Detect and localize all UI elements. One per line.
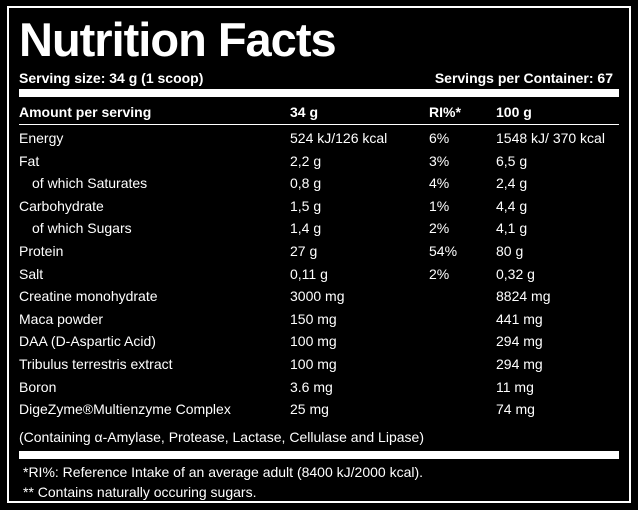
- table-row: Protein 27 g 54% 80 g: [9, 242, 629, 264]
- amount-per-100g: 0,32 g: [496, 265, 535, 282]
- header-ri-percent: RI%*: [429, 104, 461, 120]
- table-row: Fat 2,2 g 3% 6,5 g: [9, 152, 629, 174]
- amount-per-100g: 11 mg: [496, 378, 534, 395]
- nutrient-name: of which Saturates: [32, 175, 148, 192]
- footnote-ri: *RI%: Reference Intake of an average adu…: [23, 464, 424, 480]
- nutrient-name: Boron: [19, 378, 57, 395]
- nutrition-label: Nutrition Facts Serving size: 34 g (1 sc…: [7, 6, 631, 503]
- nutrient-name: Protein: [19, 243, 64, 259]
- ri-percent: 54%: [429, 243, 458, 259]
- amount-per-serving: 150 mg: [290, 310, 337, 327]
- table-row: DigeZyme®Multienzyme Complex 25 mg 74 mg: [9, 400, 629, 422]
- amount-per-serving: 1,4 g: [290, 220, 322, 237]
- nutrient-name: Tribulus terrestris extract: [19, 356, 173, 372]
- nutrient-name: Creatine monohydrate: [19, 288, 158, 305]
- top-thick-divider: [19, 89, 619, 97]
- amount-per-100g: 294 mg: [496, 356, 543, 372]
- table-row: DAA (D-Aspartic Acid) 100 mg 294 mg: [9, 332, 629, 354]
- amount-per-serving: 3000 mg: [290, 288, 345, 305]
- table-row: of which Saturates 0,8 g 4% 2,4 g: [9, 174, 629, 196]
- amount-per-serving: 100 mg: [290, 356, 337, 372]
- header-divider: [19, 124, 619, 125]
- amount-per-100g: 2,4 g: [496, 175, 528, 192]
- amount-per-100g: 1548 kJ/ 370 kcal: [496, 130, 605, 146]
- amount-per-100g: 6,5 g: [496, 152, 528, 169]
- amount-per-100g: 294 mg: [496, 333, 543, 350]
- amount-per-serving: 0,8 g: [290, 175, 322, 192]
- amount-per-100g: 80 g: [496, 243, 524, 259]
- ri-percent: 6%: [429, 130, 450, 146]
- ri-percent: 1%: [429, 197, 450, 214]
- table-row: Boron 3.6 mg 11 mg: [9, 378, 629, 400]
- header-per-100g: 100 g: [496, 104, 532, 120]
- footnote-sugars: ** Contains naturally occuring sugars.: [23, 484, 257, 500]
- amount-per-serving: 0,11 g: [290, 265, 328, 282]
- table-row: Energy 524 kJ/126 kcal 6% 1548 kJ/ 370 kcal: [9, 129, 629, 151]
- servings-per-container: Servings per Container: 67: [434, 70, 613, 86]
- ri-percent: 4%: [429, 175, 450, 192]
- amount-per-serving: 100 mg: [290, 333, 337, 350]
- amount-per-100g: 74 mg: [496, 401, 535, 418]
- table-row: Salt 0,11 g 2% 0,32 g: [9, 265, 629, 287]
- enzyme-note: (Containing α-Amylase, Protease, Lactase…: [19, 429, 424, 445]
- nutrient-name: Fat: [19, 152, 40, 169]
- nutrient-name: Salt: [19, 265, 44, 282]
- amount-per-100g: 4,4 g: [496, 197, 528, 214]
- amount-per-serving: 1,5 g: [290, 197, 322, 214]
- amount-per-100g: 4,1 g: [496, 220, 528, 237]
- amount-per-serving: 524 kJ/126 kcal: [290, 130, 388, 146]
- table-row: of which Sugars 1,4 g 2% 4,1 g: [9, 219, 629, 241]
- nutrient-name: DigeZyme®Multienzyme Complex: [19, 401, 231, 418]
- table-row: Creatine monohydrate 3000 mg 8824 mg: [9, 287, 629, 309]
- nutrient-name: Energy: [19, 130, 64, 146]
- serving-size: Serving size: 34 g (1 scoop): [19, 70, 204, 86]
- ri-percent: 2%: [429, 265, 450, 282]
- table-row: Maca powder 150 mg 441 mg: [9, 310, 629, 332]
- table-row: Carbohydrate 1,5 g 1% 4,4 g: [9, 197, 629, 219]
- nutrient-name: Carbohydrate: [19, 197, 104, 214]
- amount-per-serving: 25 mg: [290, 401, 329, 418]
- nutrient-name: of which Sugars: [32, 220, 132, 237]
- amount-per-serving: 2,2 g: [290, 152, 322, 169]
- bottom-thick-divider: [19, 451, 619, 459]
- amount-per-100g: 8824 mg: [496, 288, 551, 305]
- amount-per-serving: 3.6 mg: [290, 378, 333, 395]
- label-title: Nutrition Facts: [19, 13, 337, 66]
- nutrient-name: Maca powder: [19, 310, 104, 327]
- amount-per-100g: 441 mg: [496, 310, 543, 327]
- header-per-serving: 34 g: [290, 104, 319, 120]
- ri-percent: 2%: [429, 220, 450, 237]
- table-row: Tribulus terrestris extract 100 mg 294 mg: [9, 355, 629, 377]
- ri-percent: 3%: [429, 152, 450, 169]
- amount-per-serving: 27 g: [290, 243, 318, 259]
- nutrient-name: DAA (D-Aspartic Acid): [19, 333, 156, 350]
- header-amount-per-serving: Amount per serving: [19, 104, 152, 120]
